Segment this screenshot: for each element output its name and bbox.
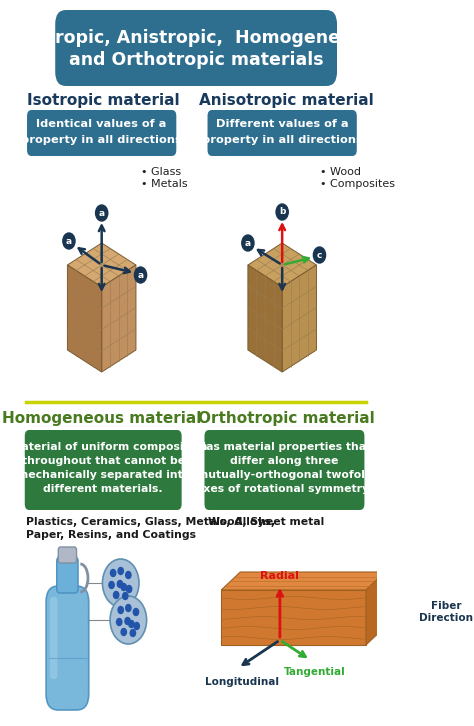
Text: Different values of a: Different values of a xyxy=(216,119,348,129)
Text: Tangential: Tangential xyxy=(284,667,346,677)
Text: property in all directions: property in all directions xyxy=(202,135,363,145)
Polygon shape xyxy=(282,265,317,372)
Text: Has material properties that: Has material properties that xyxy=(197,442,372,452)
Text: Anisotropic material: Anisotropic material xyxy=(199,92,374,107)
Text: axes of rotational symmetry.: axes of rotational symmetry. xyxy=(196,484,373,494)
Circle shape xyxy=(134,622,139,629)
Circle shape xyxy=(110,569,116,576)
Text: • Composites: • Composites xyxy=(320,179,395,189)
FancyBboxPatch shape xyxy=(50,597,57,679)
Circle shape xyxy=(242,235,254,251)
Polygon shape xyxy=(67,265,102,372)
Text: • Wood: • Wood xyxy=(320,167,361,177)
Circle shape xyxy=(110,596,146,644)
Text: mutually-orthogonal twofold: mutually-orthogonal twofold xyxy=(197,470,372,480)
Circle shape xyxy=(135,267,146,283)
Circle shape xyxy=(121,584,127,590)
Circle shape xyxy=(313,247,326,263)
Text: a: a xyxy=(66,237,72,245)
Text: mechanically separated into: mechanically separated into xyxy=(17,470,190,480)
Circle shape xyxy=(126,605,131,611)
Text: Isotropic material: Isotropic material xyxy=(27,92,180,107)
Text: Identical values of a: Identical values of a xyxy=(36,119,167,129)
Circle shape xyxy=(113,592,119,598)
Circle shape xyxy=(130,629,136,637)
FancyBboxPatch shape xyxy=(57,557,78,593)
FancyBboxPatch shape xyxy=(208,110,357,156)
Text: Paper, Resins, and Coatings: Paper, Resins, and Coatings xyxy=(26,530,196,540)
Text: property in all directions: property in all directions xyxy=(21,135,182,145)
Text: A material of uniform composition: A material of uniform composition xyxy=(0,442,208,452)
Text: and Orthotropic materials: and Orthotropic materials xyxy=(69,51,323,69)
Polygon shape xyxy=(366,572,385,645)
Text: a: a xyxy=(99,208,105,218)
Text: Fiber
Direction: Fiber Direction xyxy=(419,601,473,623)
Circle shape xyxy=(129,621,134,627)
Text: c: c xyxy=(317,250,322,259)
Polygon shape xyxy=(248,243,317,287)
Circle shape xyxy=(276,204,288,220)
Circle shape xyxy=(118,606,123,613)
FancyBboxPatch shape xyxy=(27,110,176,156)
Polygon shape xyxy=(248,265,282,372)
Circle shape xyxy=(133,608,138,616)
Text: a: a xyxy=(245,239,251,248)
Text: Wood, Sheet metal: Wood, Sheet metal xyxy=(208,517,324,527)
Text: • Glass: • Glass xyxy=(141,167,182,177)
Text: throughout that cannot be: throughout that cannot be xyxy=(22,456,185,466)
Circle shape xyxy=(127,585,132,592)
Text: Homogeneous material: Homogeneous material xyxy=(2,410,201,425)
Text: b: b xyxy=(279,208,285,216)
Text: Longitudinal: Longitudinal xyxy=(205,677,279,687)
Circle shape xyxy=(117,619,122,626)
Text: Orthotropic material: Orthotropic material xyxy=(198,410,374,425)
Text: Plastics, Ceramics, Glass, Metals, Alloys,: Plastics, Ceramics, Glass, Metals, Alloy… xyxy=(26,517,275,527)
Text: a: a xyxy=(137,271,144,280)
Text: different materials.: different materials. xyxy=(44,484,163,494)
Text: Isotropic, Anistropic,  Homogeneous: Isotropic, Anistropic, Homogeneous xyxy=(18,29,374,47)
Polygon shape xyxy=(221,590,366,645)
Text: differ along three: differ along three xyxy=(230,456,338,466)
FancyBboxPatch shape xyxy=(55,10,337,86)
Circle shape xyxy=(109,582,114,589)
Circle shape xyxy=(63,233,75,249)
Circle shape xyxy=(125,618,130,624)
Circle shape xyxy=(118,568,123,574)
FancyBboxPatch shape xyxy=(204,430,365,510)
Polygon shape xyxy=(221,572,385,590)
FancyBboxPatch shape xyxy=(25,430,182,510)
Text: • Metals: • Metals xyxy=(141,179,188,189)
Circle shape xyxy=(117,581,123,587)
Circle shape xyxy=(123,592,128,600)
Circle shape xyxy=(126,571,131,579)
Circle shape xyxy=(96,205,108,221)
Circle shape xyxy=(102,559,139,607)
Circle shape xyxy=(121,629,127,635)
Polygon shape xyxy=(67,243,136,287)
Text: Radial: Radial xyxy=(260,571,299,581)
FancyBboxPatch shape xyxy=(46,586,89,710)
FancyBboxPatch shape xyxy=(58,547,76,563)
Polygon shape xyxy=(102,265,136,372)
